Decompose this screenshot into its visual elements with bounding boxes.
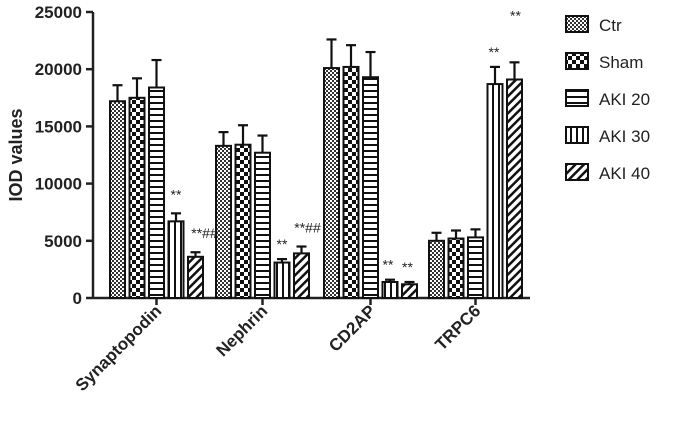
x-tick-label: CD2AP [325, 301, 379, 355]
y-tick-label: 5000 [44, 232, 82, 251]
bar [148, 86, 165, 299]
bar [486, 83, 504, 299]
legend-swatch [565, 52, 589, 70]
bar [381, 280, 399, 300]
bar [506, 78, 523, 299]
bar [234, 143, 252, 299]
significance-label: **## [294, 220, 321, 236]
x-tick-label: Nephrin [212, 301, 271, 360]
significance-label: ** [402, 259, 413, 275]
legend-swatch [565, 89, 589, 107]
y-tick-label: 20000 [35, 60, 82, 79]
significance-label: ** [510, 7, 521, 23]
x-tick-label: TRPC6 [431, 301, 484, 354]
significance-label: **## [191, 225, 218, 241]
bar [447, 237, 465, 299]
y-tick-label: 0 [73, 289, 82, 308]
x-tick-label: Synaptopodin [72, 301, 166, 395]
legend-label: Sham [599, 53, 643, 72]
bar [401, 283, 418, 300]
y-tick-label: 25000 [35, 3, 82, 22]
legend-label: AKI 20 [599, 90, 650, 109]
legend-label: Ctr [599, 16, 622, 35]
significance-label: ** [489, 44, 500, 60]
bar [273, 261, 291, 300]
legend-label: AKI 30 [599, 127, 650, 146]
y-tick-label: 10000 [35, 175, 82, 194]
bar [362, 76, 379, 300]
bar [187, 255, 204, 300]
bar [128, 96, 146, 299]
bar [342, 65, 360, 299]
significance-label: ** [277, 236, 288, 252]
bars [109, 38, 523, 300]
bar [323, 67, 340, 299]
bar [254, 151, 271, 299]
bar [215, 144, 232, 299]
y-axis-label: IOD values [6, 108, 26, 201]
bar [167, 220, 185, 300]
significance-label: ** [171, 186, 182, 202]
bar [293, 252, 310, 300]
legend-label: AKI 40 [599, 164, 650, 183]
legend-swatch [565, 126, 589, 144]
legend-swatch [565, 163, 589, 181]
bar [109, 100, 126, 300]
y-tick-label: 15000 [35, 117, 82, 136]
bar [467, 236, 484, 299]
legend: Ctr Sham AKI 20 AKI 30 AKI 40 [565, 15, 650, 183]
bar [428, 239, 445, 300]
significance-label: ** [383, 257, 394, 273]
legend-swatch [565, 15, 589, 33]
